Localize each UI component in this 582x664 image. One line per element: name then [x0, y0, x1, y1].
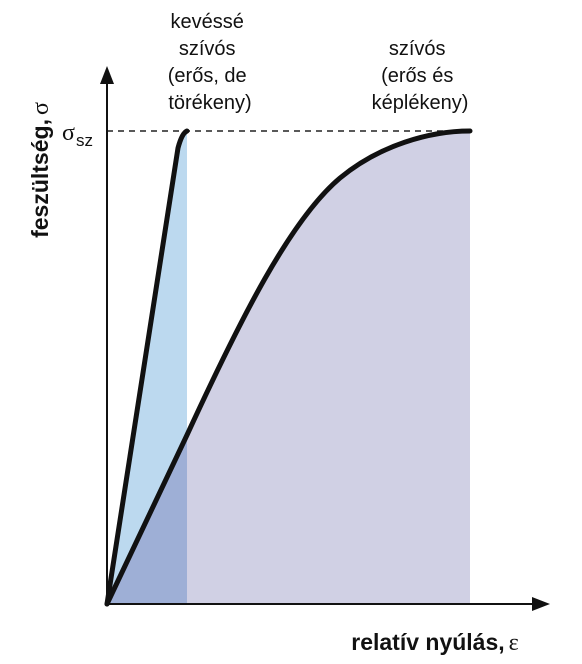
note-line: (erős és — [381, 65, 453, 87]
x-label: relatív nyúlás, ε — [351, 629, 519, 656]
note-line: törékeny) — [168, 92, 251, 114]
y-label: feszültség, σ — [27, 102, 54, 238]
note-line: szívós — [389, 38, 446, 60]
y-arrow — [100, 66, 114, 84]
ductile-curve — [104, 128, 473, 607]
note-line: szívós — [179, 38, 236, 60]
ductile-area — [107, 131, 470, 604]
x-label-word: relatív nyúlás, — [351, 629, 504, 655]
note-line: képlékeny) — [372, 92, 469, 114]
x-arrow — [532, 597, 550, 611]
note-line: (erős, de — [168, 65, 247, 87]
yield-subscript: sz — [76, 131, 93, 150]
brittle-curve — [104, 128, 190, 607]
y-label-word: feszültség, — [27, 119, 53, 238]
brittle-note: kevéssé szívós (erős, de törékeny) — [168, 11, 253, 114]
yield-symbol: σ — [62, 120, 75, 146]
x-label-symbol: ε — [509, 630, 519, 656]
y-label-text: feszültség, σ — [27, 102, 54, 238]
ductile-note: szívós (erős és képlékeny) — [372, 38, 469, 114]
y-label-symbol: σ — [28, 102, 54, 115]
note-line: kevéssé — [171, 11, 244, 33]
